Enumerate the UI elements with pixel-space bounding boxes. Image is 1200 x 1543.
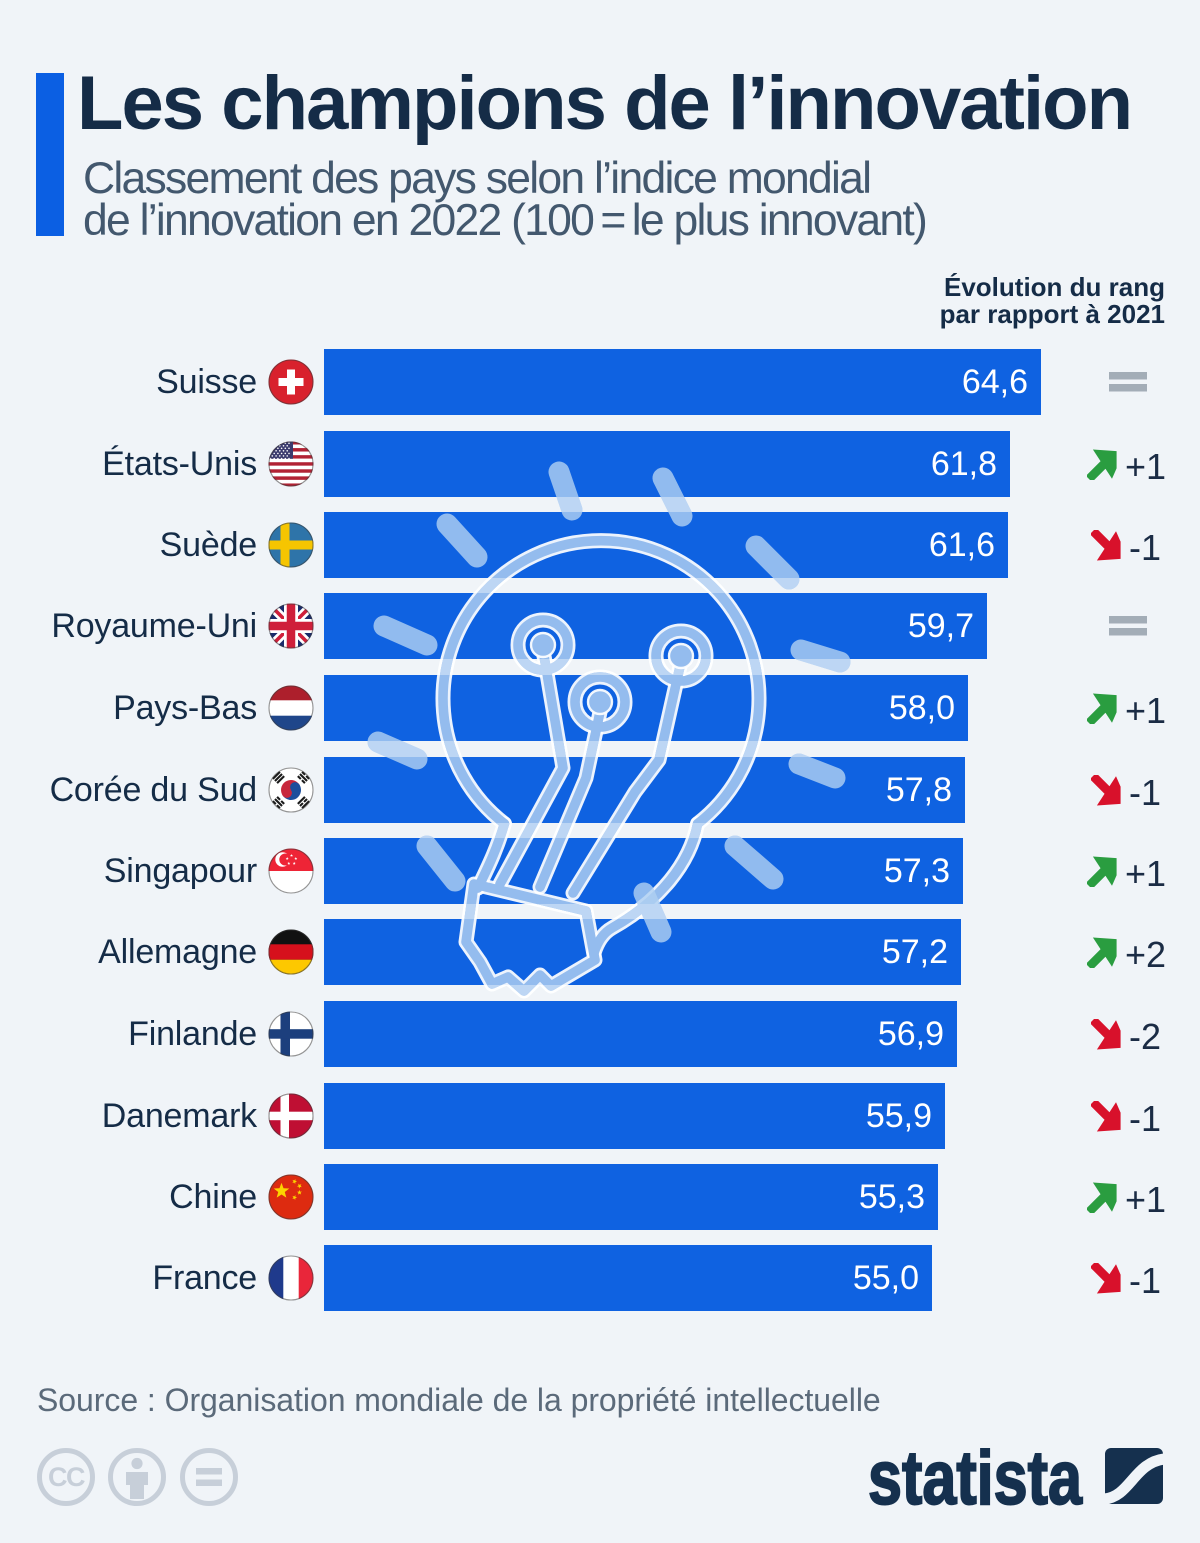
svg-text:CC: CC: [48, 1462, 85, 1492]
svg-text:statista: statista: [868, 1436, 1083, 1520]
